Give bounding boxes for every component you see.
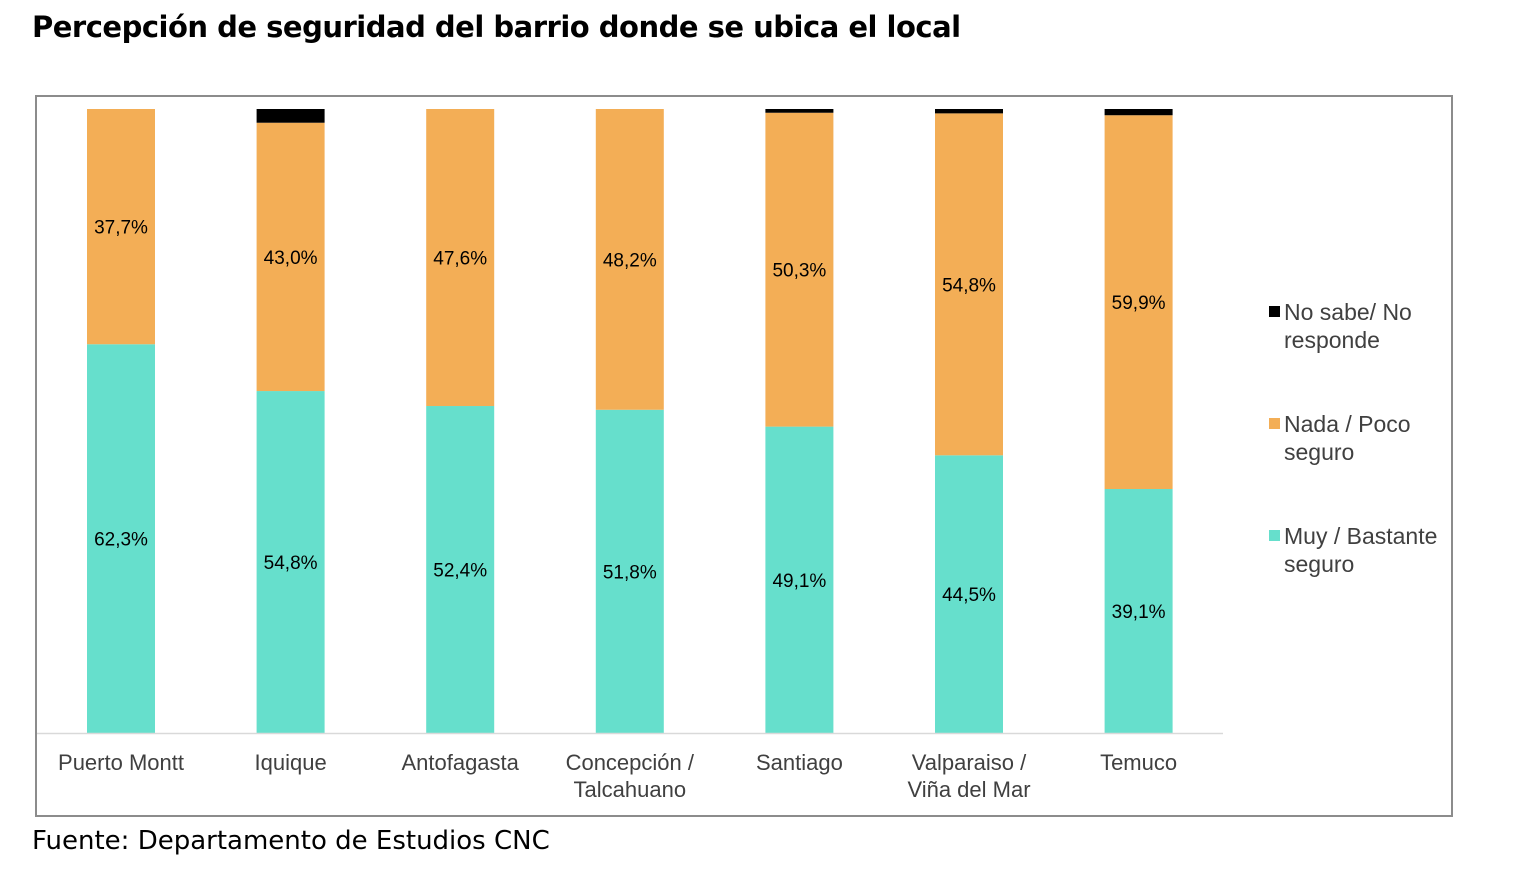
bar-muy-bastante-seguro-valparaiso-vina-del-mar [935, 455, 1003, 733]
legend-swatch-nada-poco-seguro [1269, 418, 1280, 429]
data-label-muy-bastante-seguro-puerto-montt: 62,3% [94, 530, 148, 551]
legend-label-no-sabe-no-responde: No sabe/ No [1284, 299, 1412, 325]
x-tick-label-valparaiso-vina-del-mar: Viña del Mar [907, 777, 1030, 802]
bar-muy-bastante-seguro-santiago [765, 426, 834, 733]
bar-no-sabe-no-responde-valparaiso-vina-del-mar [935, 109, 1003, 114]
data-label-muy-bastante-seguro-concepcion-talcahuano: 51,8% [603, 562, 657, 583]
legend-swatch-muy-bastante-seguro [1269, 530, 1280, 541]
source-note: Fuente: Departamento de Estudios CNC [32, 826, 550, 856]
x-tick-label-concepcion-talcahuano: Concepción / [566, 750, 695, 775]
bar-nada-poco-seguro-valparaiso-vina-del-mar [935, 113, 1003, 456]
bar-muy-bastante-seguro-concepcion-talcahuano [595, 409, 664, 733]
data-label-muy-bastante-seguro-temuco: 39,1% [1112, 602, 1166, 623]
legend-label-muy-bastante-seguro: seguro [1284, 551, 1354, 577]
x-tick-label-temuco: Temuco [1100, 750, 1177, 775]
data-label-nada-poco-seguro-antofagasta: 47,6% [433, 249, 487, 270]
legend-label-nada-poco-seguro: Nada / Poco [1284, 411, 1411, 437]
x-tick-label-antofagasta: Antofagasta [401, 750, 519, 775]
legend-label-nada-poco-seguro: seguro [1284, 439, 1354, 465]
bar-muy-bastante-seguro-antofagasta [426, 406, 495, 733]
data-label-nada-poco-seguro-concepcion-talcahuano: 48,2% [603, 250, 657, 271]
bar-no-sabe-no-responde-iquique [256, 109, 325, 123]
bar-nada-poco-seguro-temuco [1104, 115, 1173, 490]
bar-nada-poco-seguro-antofagasta [426, 109, 495, 407]
data-label-muy-bastante-seguro-iquique: 54,8% [264, 553, 318, 574]
data-label-nada-poco-seguro-iquique: 43,0% [264, 248, 318, 269]
data-label-muy-bastante-seguro-santiago: 49,1% [772, 571, 826, 592]
data-label-muy-bastante-seguro-valparaiso-vina-del-mar: 44,5% [942, 585, 996, 606]
bar-nada-poco-seguro-iquique [256, 122, 325, 392]
x-tick-label-puerto-montt: Puerto Montt [58, 750, 184, 775]
bar-muy-bastante-seguro-puerto-montt [87, 344, 155, 733]
legend-label-muy-bastante-seguro: Muy / Bastante [1284, 523, 1437, 549]
x-tick-label-santiago: Santiago [756, 750, 843, 775]
chart-title: Percepción de seguridad del barrio donde… [32, 10, 961, 44]
bar-muy-bastante-seguro-temuco [1104, 489, 1173, 733]
x-tick-label-concepcion-talcahuano: Talcahuano [574, 777, 687, 802]
bar-nada-poco-seguro-santiago [765, 112, 834, 427]
bar-no-sabe-no-responde-temuco [1104, 109, 1173, 116]
stacked-bar-chart: 62,3% 37,7% Puerto Montt 54,8% 43,0% Iquique 5… [37, 109, 1437, 802]
bar-no-sabe-no-responde-santiago [765, 109, 834, 113]
bar-nada-poco-seguro-puerto-montt [87, 109, 155, 345]
bar-muy-bastante-seguro-iquique [256, 391, 325, 733]
x-tick-label-valparaiso-vina-del-mar: Valparaiso / [912, 750, 1027, 775]
data-label-nada-poco-seguro-temuco: 59,9% [1112, 293, 1166, 314]
legend-swatch-no-sabe-no-responde [1269, 306, 1280, 317]
x-tick-label-iquique: Iquique [255, 750, 327, 775]
bar-nada-poco-seguro-concepcion-talcahuano [595, 109, 664, 410]
data-label-nada-poco-seguro-santiago: 50,3% [772, 261, 826, 282]
data-label-nada-poco-seguro-valparaiso-vina-del-mar: 54,8% [942, 275, 996, 296]
data-label-muy-bastante-seguro-antofagasta: 52,4% [433, 561, 487, 582]
legend-label-no-sabe-no-responde: responde [1284, 327, 1380, 353]
chart-frame: 62,3% 37,7% Puerto Montt 54,8% 43,0% Iquique 5… [35, 95, 1453, 817]
data-label-nada-poco-seguro-puerto-montt: 37,7% [94, 218, 148, 239]
